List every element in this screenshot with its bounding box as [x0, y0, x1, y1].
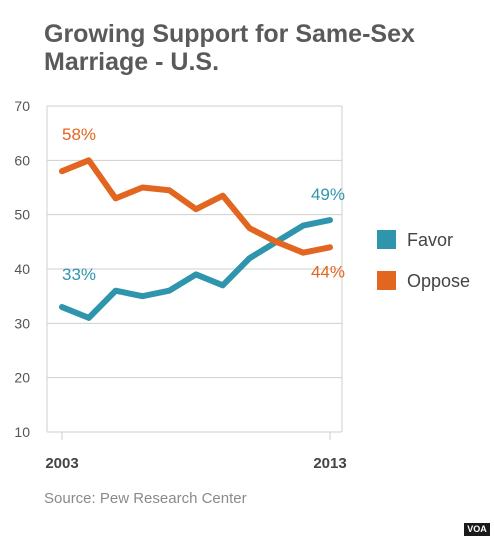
data-label: 33% — [62, 265, 96, 284]
legend-swatch-oppose — [377, 271, 396, 290]
y-tick-label: 10 — [14, 424, 30, 440]
data-label: 49% — [311, 185, 345, 204]
y-tick-label: 70 — [14, 98, 30, 114]
voa-logo: VOA — [464, 523, 490, 536]
legend-label-favor: Favor — [407, 230, 453, 250]
chart-title-line-2: Marriage - U.S. — [44, 48, 220, 76]
series-line-favor — [59, 217, 333, 321]
chart-title: Growing Support for Same-Sex Marriage - … — [44, 20, 464, 76]
series-line-oppose — [59, 157, 333, 256]
chart-title-line-1: Growing Support for Same-Sex — [44, 20, 415, 48]
source-note: Source: Pew Research Center — [44, 490, 247, 507]
legend-label-oppose: Oppose — [407, 271, 470, 291]
y-tick-label: 60 — [14, 152, 30, 168]
x-tick-label: 2003 — [45, 455, 78, 472]
y-tick-label: 40 — [14, 261, 30, 277]
data-label: 44% — [311, 262, 345, 281]
data-label: 58% — [62, 125, 96, 144]
line-chart: 10 20 30 40 50 60 70 2003 2013 33% 49% 58% 44% Favor O… — [14, 98, 470, 472]
y-tick-label: 50 — [14, 207, 30, 223]
y-tick-label: 20 — [14, 370, 30, 386]
legend-swatch-favor — [377, 230, 396, 249]
y-tick-label: 30 — [14, 315, 30, 331]
x-tick-label: 2013 — [313, 455, 346, 472]
